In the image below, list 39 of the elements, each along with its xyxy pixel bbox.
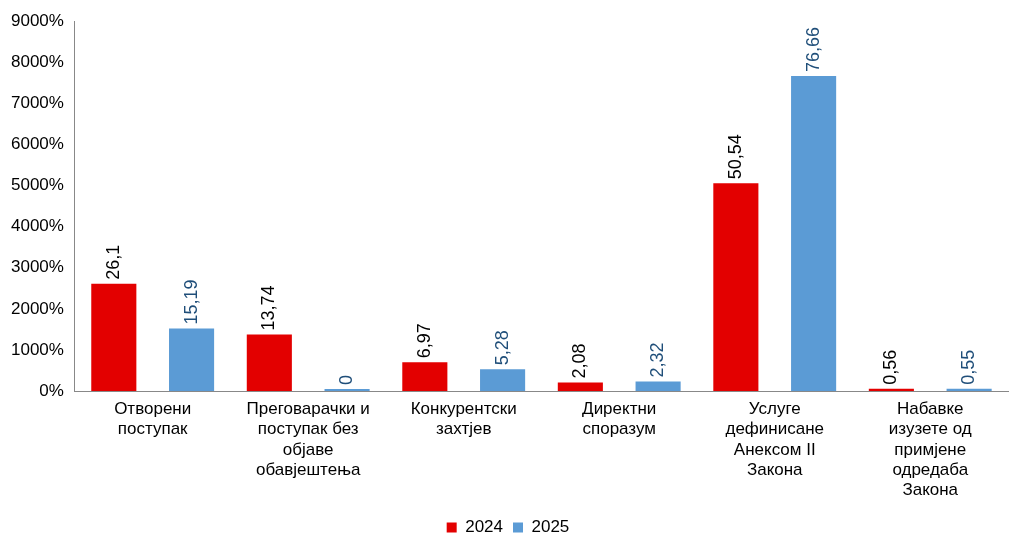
y-tick-label: 5000%: [11, 175, 64, 195]
bar: [480, 369, 526, 391]
bar: [169, 328, 215, 391]
y-tick-label: 3000%: [11, 257, 64, 277]
bar: [713, 183, 759, 391]
y-tick-label: 7000%: [11, 93, 64, 113]
bar: [635, 381, 681, 391]
legend-label: 2024: [465, 517, 504, 537]
x-tick-label: Преговарачки и поступак без објаве обавјештења: [246, 398, 370, 480]
bar: [791, 76, 837, 391]
data-label: 15,19: [180, 279, 201, 325]
x-tick-label: Услуге дефинисане Анексом II Закона: [725, 398, 825, 480]
y-tick-label: 0%: [39, 380, 64, 400]
y-tick-label: 4000%: [11, 216, 64, 236]
y-tick-label: 1000%: [11, 339, 64, 359]
data-label: 0,56: [880, 349, 901, 385]
y-tick-label: 2000%: [11, 298, 64, 318]
y-tick-label: 9000%: [11, 10, 64, 30]
x-tick-label: Директни споразум: [582, 398, 657, 439]
data-label: 5,28: [491, 330, 512, 366]
data-label: 13,74: [258, 285, 279, 331]
data-label: 2,08: [569, 343, 590, 379]
legend-label: 2025: [531, 517, 570, 537]
y-tick-label: 6000%: [11, 134, 64, 154]
bar: [91, 283, 137, 391]
y-tick-label: 8000%: [11, 51, 64, 71]
x-tick-label: Отворени поступак: [114, 398, 192, 439]
data-label: 6,97: [413, 323, 434, 359]
data-label: 2,32: [647, 342, 668, 378]
bar: [402, 362, 448, 391]
data-label: 26,1: [102, 244, 123, 280]
data-label: 76,66: [802, 26, 823, 73]
x-tick-label: Набавке изузете од примјене одредаба Закона: [888, 398, 972, 500]
data-label: 50,54: [724, 134, 745, 180]
bar: [557, 382, 603, 391]
data-label: 0: [336, 374, 357, 385]
x-tick-label: Конкурентски захтјев: [410, 398, 517, 439]
bar: [246, 334, 292, 391]
data-label: 0,55: [958, 349, 979, 385]
